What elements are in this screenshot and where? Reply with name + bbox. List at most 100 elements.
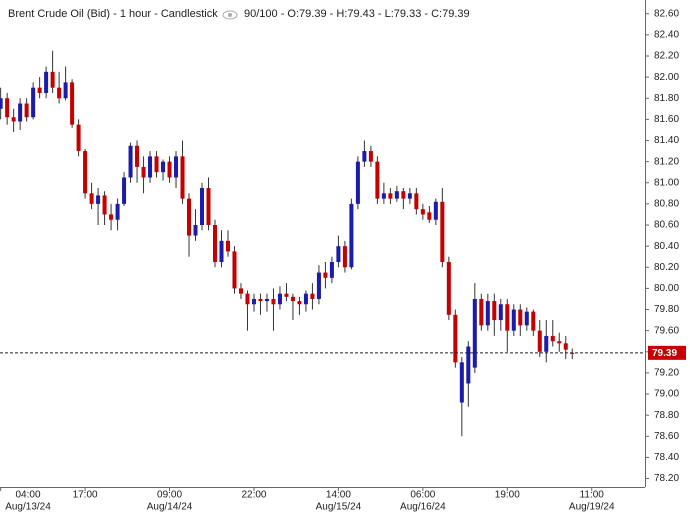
candle-body xyxy=(212,225,218,262)
candle-body xyxy=(492,301,497,321)
x-tick-label: 17:00 xyxy=(73,490,98,501)
candle-body xyxy=(349,203,354,268)
x-tick-label: 06:00 xyxy=(410,490,435,501)
candle-body xyxy=(381,193,386,199)
y-tick-label: 79.00 xyxy=(654,389,679,400)
y-tick-label: 80.20 xyxy=(654,262,679,273)
candle-body xyxy=(135,145,140,167)
candle-body xyxy=(316,272,321,299)
candle-body xyxy=(193,225,198,236)
candle-body xyxy=(388,193,393,199)
candle-body xyxy=(453,314,458,363)
candle-body xyxy=(563,343,568,350)
candle-body xyxy=(128,145,133,178)
eye-icon xyxy=(222,10,238,20)
candle-body xyxy=(440,201,445,262)
candle-body xyxy=(258,298,263,302)
y-tick-label: 82.00 xyxy=(654,72,679,83)
candle-body xyxy=(264,298,269,302)
candle-body xyxy=(76,124,81,152)
candle-body xyxy=(238,288,243,294)
candle-body xyxy=(219,240,224,262)
y-tick-label: 79.20 xyxy=(654,368,679,379)
candle-body xyxy=(407,193,412,199)
candle-body xyxy=(375,161,380,199)
candle-body xyxy=(70,82,75,125)
y-tick-label: 79.80 xyxy=(654,304,679,315)
candle-body xyxy=(31,87,36,118)
candle-body xyxy=(472,298,477,368)
candle-body xyxy=(141,166,146,178)
candle-body xyxy=(232,251,237,289)
x-tick-date: Aug/16/24 xyxy=(400,502,446,513)
candle-body xyxy=(245,293,250,305)
candle-body xyxy=(401,191,406,199)
candle-body xyxy=(414,193,419,210)
x-tick-label: 11:00 xyxy=(580,490,605,501)
last-price-box xyxy=(648,345,686,360)
candle-body xyxy=(251,298,256,305)
candle-body xyxy=(199,188,205,226)
y-tick-label: 82.60 xyxy=(654,8,679,19)
y-tick-label: 78.40 xyxy=(654,452,679,463)
last-price-label: 79.39 xyxy=(652,348,677,359)
y-tick-label: 79.60 xyxy=(654,325,679,336)
candle-body xyxy=(37,87,42,93)
candle-body xyxy=(5,98,10,118)
candle-body xyxy=(459,362,464,403)
candle-body xyxy=(362,151,367,162)
candle-body xyxy=(187,198,192,236)
candle-body xyxy=(394,191,399,199)
candle-body xyxy=(109,214,114,220)
candle-body xyxy=(284,293,289,297)
candle-body xyxy=(102,195,107,215)
candle-body xyxy=(277,293,282,305)
x-tick-label: 09:00 xyxy=(157,490,182,501)
y-tick-label: 81.00 xyxy=(654,177,679,188)
y-tick-label: 80.80 xyxy=(654,199,679,210)
x-tick-label: 19:00 xyxy=(495,490,520,501)
candle-body xyxy=(161,161,166,173)
candle-body xyxy=(206,188,211,226)
x-tick-date: Aug/19/24 xyxy=(569,502,615,513)
candle-body xyxy=(154,156,159,173)
candle-body xyxy=(355,161,360,204)
candle-body xyxy=(310,293,315,299)
candle-body xyxy=(297,301,302,305)
y-tick-label: 80.40 xyxy=(654,241,679,252)
candle-body xyxy=(115,203,120,220)
candle-body xyxy=(557,341,562,344)
candle-body xyxy=(290,296,295,302)
candle-body xyxy=(550,335,555,342)
candle-body xyxy=(122,177,127,204)
x-tick-label: 04:00 xyxy=(15,490,40,501)
y-tick-label: 82.40 xyxy=(654,30,679,41)
y-tick-label: 81.40 xyxy=(654,135,679,146)
candle-body xyxy=(0,98,3,109)
candle-body xyxy=(89,193,94,204)
candle-body xyxy=(537,330,542,352)
y-tick-label: 81.80 xyxy=(654,93,679,104)
candle-body xyxy=(180,156,185,199)
candle-body xyxy=(329,261,334,278)
candle-body xyxy=(148,156,153,178)
candle-body xyxy=(24,103,29,118)
candle-body xyxy=(18,103,23,122)
y-tick-label: 80.00 xyxy=(654,283,679,294)
chart-subtitle: 90/100 - O:79.39 - H:79.43 - L:79.33 - C… xyxy=(244,8,470,20)
y-tick-label: 80.60 xyxy=(654,220,679,231)
candle-body xyxy=(11,117,16,122)
y-tick-label: 81.20 xyxy=(654,156,679,167)
candle-body xyxy=(167,161,172,178)
candle-body xyxy=(505,304,510,331)
candle-body xyxy=(479,298,484,326)
candle-body xyxy=(336,246,341,262)
x-tick-date: Aug/15/24 xyxy=(316,502,362,513)
y-tick-label: 78.60 xyxy=(654,431,679,442)
candle-body xyxy=(433,201,438,220)
candle-body xyxy=(50,71,55,88)
candle-body xyxy=(174,156,179,178)
y-tick-label: 78.20 xyxy=(654,473,679,484)
candle-body xyxy=(83,151,88,194)
